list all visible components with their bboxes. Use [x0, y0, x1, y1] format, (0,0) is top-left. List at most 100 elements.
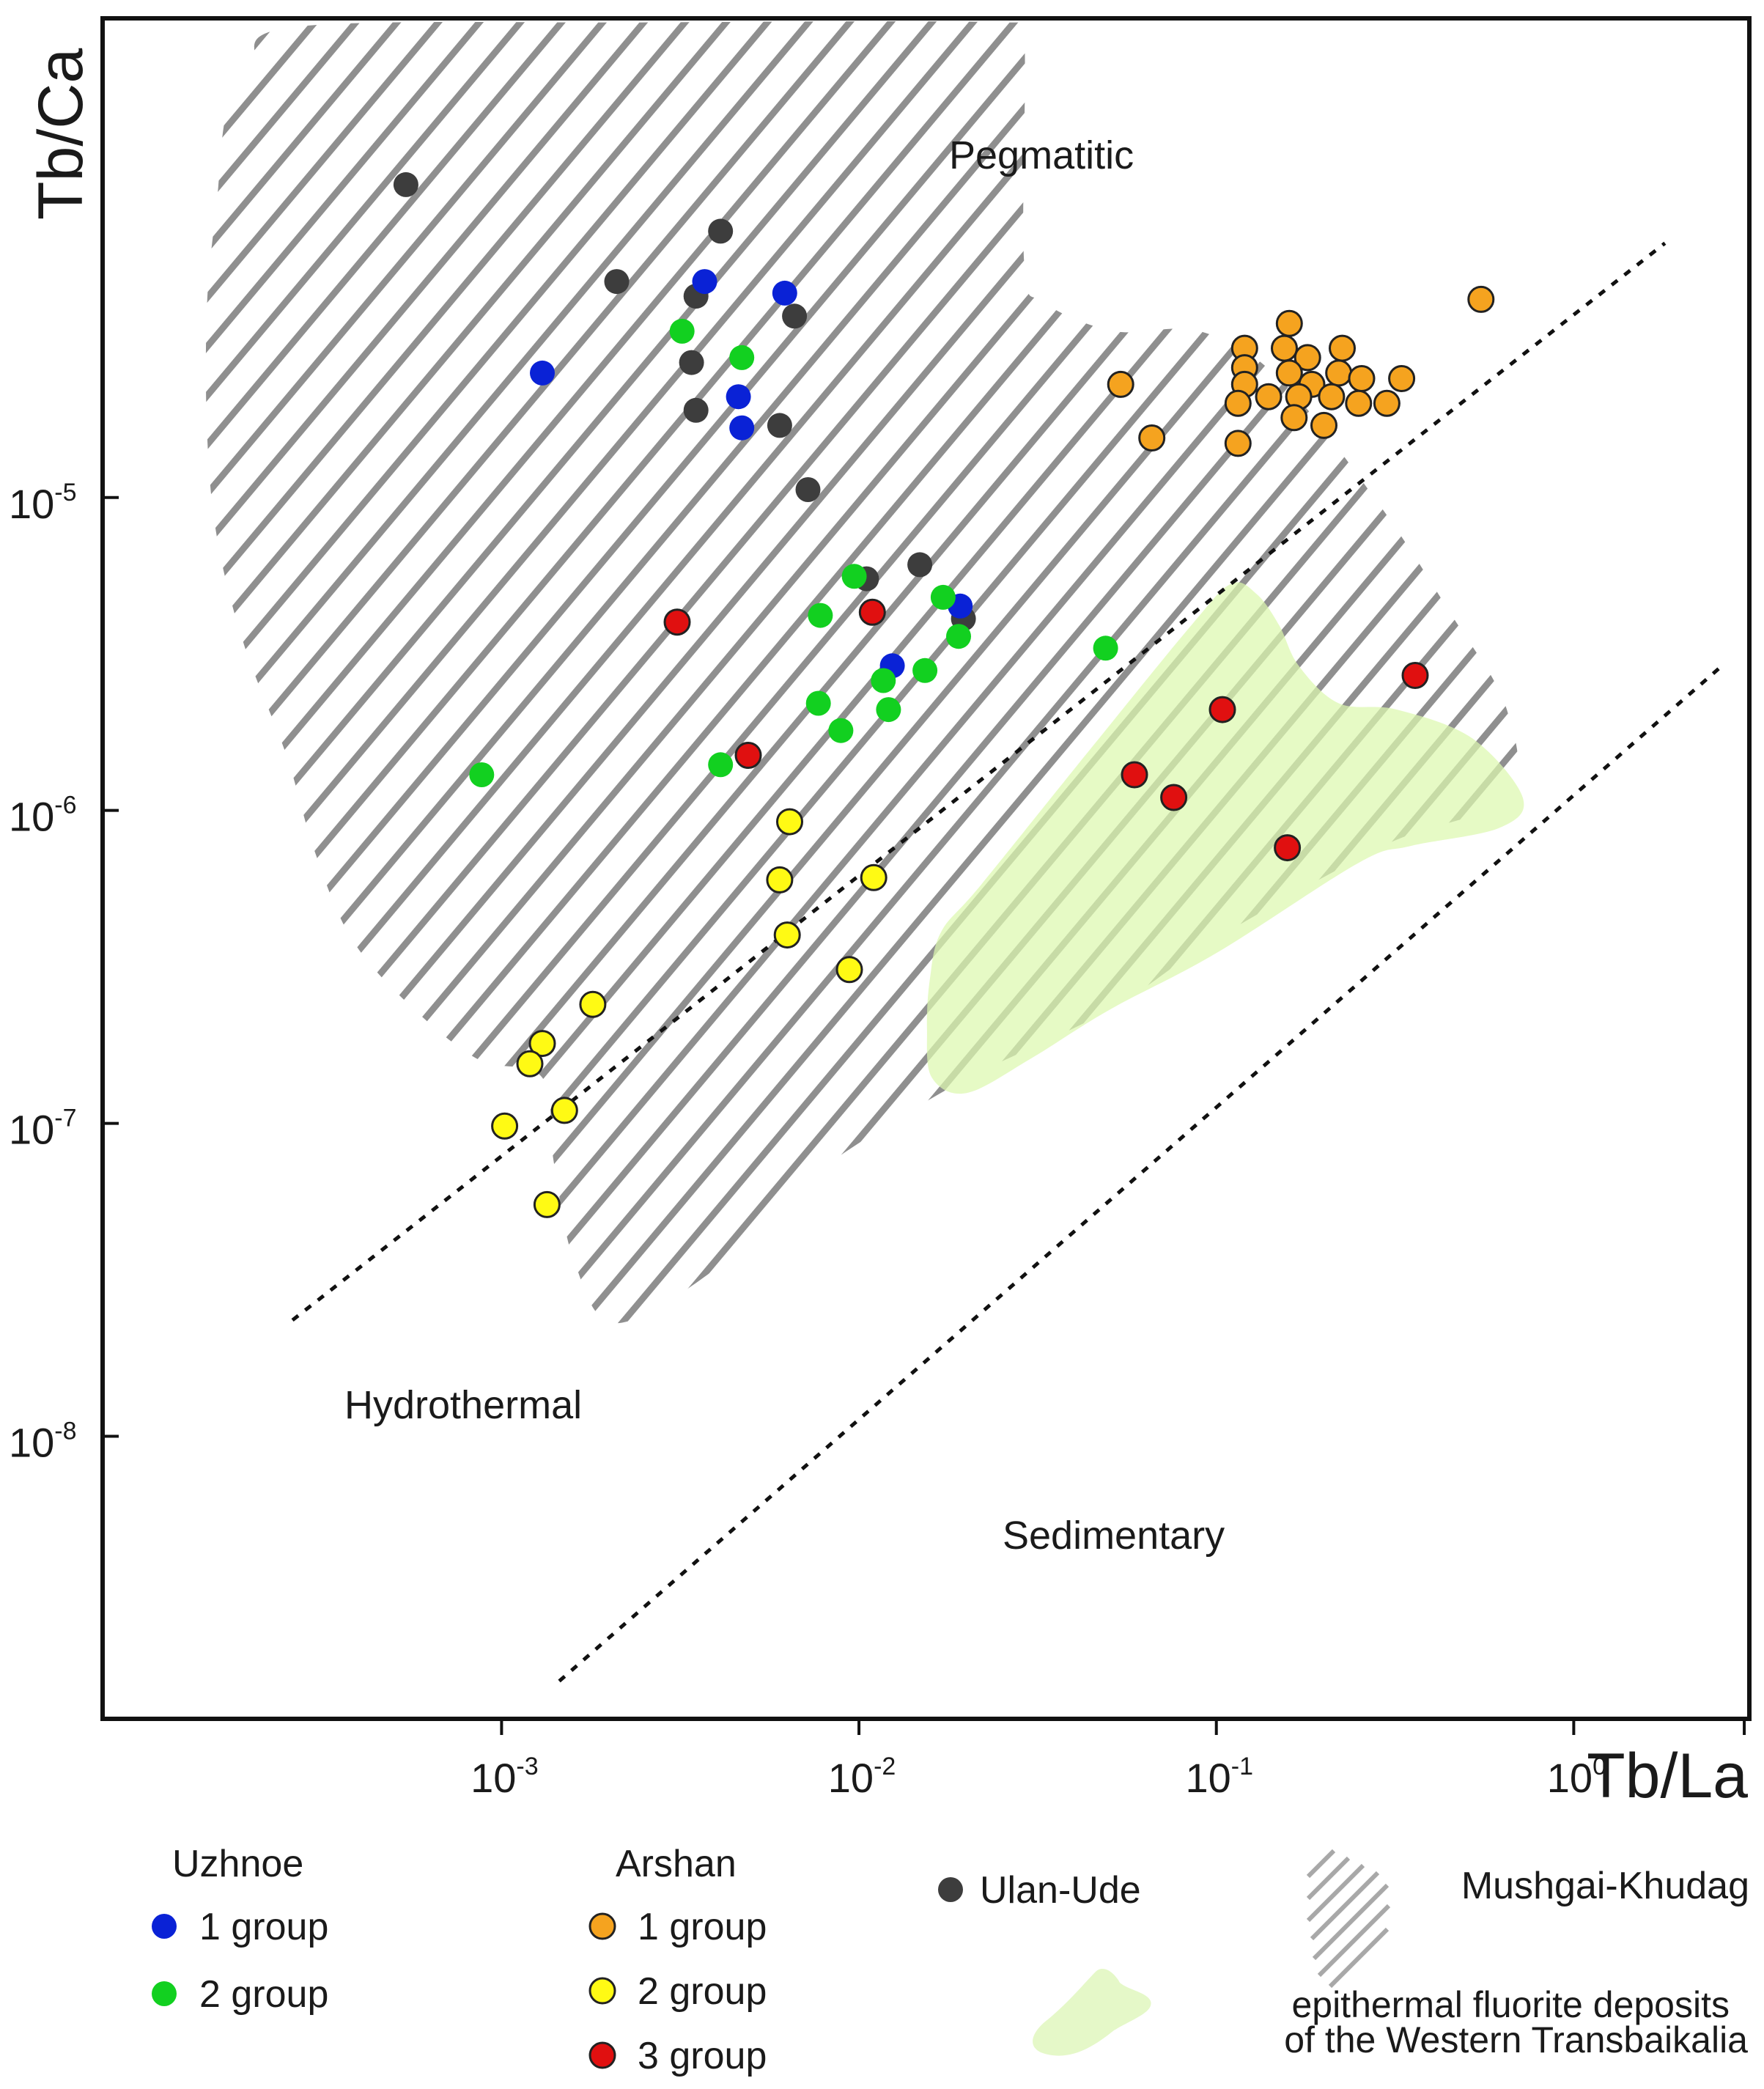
point-arshan-2-group	[579, 990, 607, 1018]
field-mushgai-khudag	[205, 18, 1518, 1324]
x-axis-title: Tb/La	[1587, 1741, 1748, 1811]
point-uzhnoe-2-group	[912, 657, 938, 683]
x-tick-label: 10-1	[1185, 1753, 1253, 1801]
point-arshan-2-group	[528, 1030, 556, 1058]
point-arshan-1-group	[1329, 334, 1356, 362]
legend-label-arshan-1: 1 group	[638, 1906, 767, 1948]
legend-marker-ulan-ude	[938, 1877, 963, 1902]
point-arshan-1-group	[1280, 404, 1308, 432]
point-arshan-1-group	[1255, 383, 1283, 410]
point-uzhnoe-2-group	[1093, 635, 1118, 661]
point-arshan-2-group	[835, 956, 863, 984]
point-ulan-ude	[907, 552, 933, 578]
point-uzhnoe-1-group	[726, 384, 751, 410]
point-arshan-3-group	[663, 608, 691, 636]
point-ulan-ude	[393, 172, 418, 197]
point-ulan-ude	[782, 303, 808, 329]
legend-label-arshan-2: 2 group	[638, 1970, 767, 2013]
point-arshan-2-group	[776, 808, 803, 836]
point-uzhnoe-2-group	[876, 697, 901, 723]
y-tick-label: 10-7	[9, 1105, 77, 1153]
point-ulan-ude	[795, 477, 821, 502]
legend-marker-arshan-1	[588, 1912, 616, 1940]
legend-marker-arshan-3	[588, 2041, 616, 2069]
point-ulan-ude	[604, 269, 630, 295]
point-ulan-ude	[708, 218, 734, 244]
point-arshan-1-group	[1271, 334, 1298, 362]
point-uzhnoe-1-group	[772, 280, 797, 306]
legend-label-ulan-ude: Ulan-Ude	[980, 1869, 1141, 1912]
point-arshan-2-group	[533, 1190, 561, 1218]
plot-frame	[100, 16, 1752, 1721]
point-arshan-3-group	[1208, 696, 1236, 723]
boundary-line-pegmatitic-hydrothermal	[291, 241, 1667, 1322]
point-uzhnoe-2-group	[808, 603, 833, 628]
point-uzhnoe-1-group	[530, 360, 555, 386]
point-arshan-3-group	[858, 598, 886, 626]
fields-layer	[205, 18, 1524, 1324]
point-arshan-1-group	[1318, 383, 1346, 410]
legend-marker-uzhnoe-2	[152, 1981, 177, 2006]
y-tick-label: 10-5	[9, 479, 77, 527]
point-ulan-ude	[767, 413, 792, 438]
field-epithermal-fluorite	[926, 582, 1524, 1094]
point-ulan-ude	[683, 397, 709, 423]
point-arshan-1-group	[1224, 389, 1252, 417]
legend-marker-arshan-2	[588, 1977, 616, 2005]
boundary-lines-layer	[291, 241, 1724, 1683]
point-uzhnoe-2-group	[669, 318, 695, 344]
legend-marker-uzhnoe-1	[152, 1914, 177, 1939]
point-arshan-3-group	[734, 742, 762, 769]
legend-swatch-fluorite	[1033, 1968, 1151, 2056]
point-arshan-2-group	[516, 1050, 544, 1077]
legend-label-fluorite-line1: epithermal fluorite deposits	[1291, 1984, 1730, 2025]
legend-label-mushgai: Mushgai-Khudag	[1461, 1865, 1749, 1907]
y-tick-label: 10-8	[9, 1417, 77, 1465]
point-uzhnoe-2-group	[729, 345, 755, 370]
legend: Uzhnoe 1 group 2 group Arshan 1 group 2 …	[152, 1843, 1749, 2077]
point-uzhnoe-2-group	[708, 752, 734, 778]
region-label-hydrothermal: Hydrothermal	[344, 1383, 582, 1427]
x-axis-ticks: 10-3 10-2 10-1 100	[470, 1719, 1746, 1801]
legend-swatch-mushgai	[1306, 1849, 1391, 1989]
point-arshan-1-group	[1107, 370, 1134, 398]
point-arshan-3-group	[1401, 662, 1429, 689]
point-arshan-1-group	[1275, 309, 1303, 337]
point-arshan-1-group	[1345, 389, 1373, 417]
point-arshan-1-group	[1348, 365, 1376, 392]
point-arshan-1-group	[1388, 365, 1416, 392]
point-uzhnoe-2-group	[871, 668, 896, 693]
legend-title-arshan: Arshan	[616, 1843, 737, 1885]
point-arshan-1-group	[1373, 389, 1401, 417]
point-arshan-2-group	[550, 1097, 578, 1124]
point-uzhnoe-2-group	[828, 718, 854, 743]
point-uzhnoe-2-group	[946, 624, 971, 649]
point-arshan-1-group	[1325, 359, 1353, 387]
data-points-layer	[393, 172, 1495, 1218]
point-arshan-1-group	[1467, 285, 1495, 313]
point-arshan-2-group	[766, 866, 794, 894]
point-uzhnoe-2-group	[805, 690, 831, 716]
legend-label-uzhnoe-1: 1 group	[199, 1906, 328, 1948]
point-arshan-2-group	[773, 921, 801, 949]
region-label-sedimentary: Sedimentary	[1003, 1514, 1225, 1558]
x-tick-label: 10-3	[470, 1753, 539, 1801]
point-ulan-ude	[679, 350, 704, 375]
point-arshan-1-group	[1138, 424, 1166, 452]
point-uzhnoe-1-group	[729, 415, 755, 441]
point-arshan-1-group	[1294, 344, 1321, 372]
legend-label-uzhnoe-2: 2 group	[199, 1973, 328, 2016]
point-arshan-1-group	[1224, 430, 1252, 457]
point-uzhnoe-2-group	[930, 584, 956, 610]
point-arshan-2-group	[860, 863, 887, 891]
point-arshan-3-group	[1121, 761, 1148, 789]
y-tick-label: 10-6	[9, 792, 77, 840]
point-uzhnoe-2-group	[469, 762, 495, 787]
point-arshan-2-group	[491, 1112, 519, 1140]
point-arshan-1-group	[1275, 359, 1303, 387]
point-uzhnoe-2-group	[841, 564, 867, 589]
point-arshan-1-group	[1310, 411, 1337, 439]
y-axis-title: Tb/Ca	[26, 48, 96, 220]
legend-title-uzhnoe: Uzhnoe	[172, 1843, 303, 1885]
